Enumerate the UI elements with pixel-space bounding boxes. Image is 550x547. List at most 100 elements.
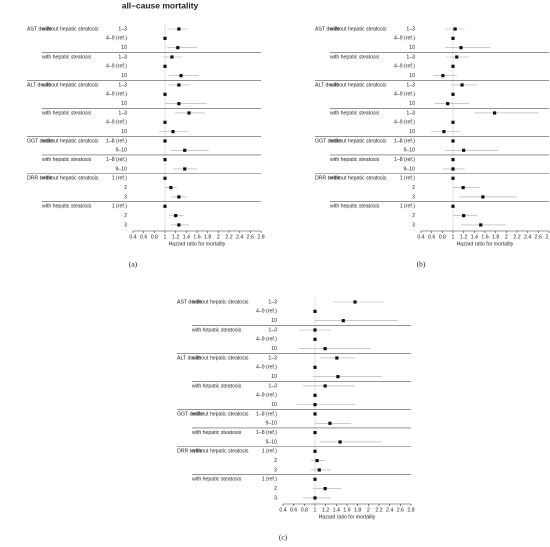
category-label: 1–8 (ref.) — [106, 157, 127, 163]
category-label: 10 — [271, 402, 277, 408]
x-tick-label: 2.6 — [535, 234, 542, 240]
category-label: 1–3 — [118, 54, 127, 60]
subgroup-label: with hepatic steatosis — [42, 157, 92, 163]
estimate-marker — [177, 195, 181, 199]
category-label: 4–9 (ref.) — [256, 337, 277, 343]
estimate-marker — [336, 375, 340, 379]
estimate-marker — [313, 328, 317, 332]
category-label: 9–10 — [403, 166, 415, 172]
category-label: 1–3 — [406, 82, 415, 88]
subgroup-label: without hepatic steatosis — [42, 176, 99, 182]
subgroup-label: without hepatic steatosis — [42, 138, 99, 144]
estimate-marker — [183, 167, 187, 171]
subgroup-label: with hepatic steatosis — [42, 204, 92, 210]
estimate-marker — [462, 148, 466, 152]
category-label: 10 — [121, 129, 127, 135]
subgroup-label: without hepatic steatosis — [192, 299, 249, 305]
subgroup-label: with hepatic steatosis — [330, 110, 380, 116]
x-tick-label: 0.4 — [279, 507, 286, 513]
estimate-marker — [177, 27, 181, 31]
category-label: 10 — [409, 45, 415, 51]
group-label: GGT decile — [315, 138, 341, 144]
subgroup-label: without hepatic steatosis — [42, 26, 99, 32]
category-label: 2 — [274, 458, 277, 464]
category-label: 1–3 — [118, 110, 127, 116]
x-tick-label: 0.6 — [140, 234, 147, 240]
category-label: 4–9 (ref.) — [394, 120, 415, 126]
estimate-marker — [313, 309, 317, 313]
category-label: 10 — [409, 101, 415, 107]
estimate-marker — [317, 468, 321, 472]
x-tick-label: 1.8 — [204, 234, 211, 240]
estimate-marker — [170, 55, 174, 59]
category-label: 1–8 (ref.) — [256, 430, 277, 436]
estimate-marker — [453, 27, 457, 31]
estimate-marker — [163, 64, 167, 68]
x-tick-label: 1.8 — [354, 507, 361, 513]
x-tick-label: 2.6 — [247, 234, 254, 240]
category-label: 10 — [271, 374, 277, 380]
estimate-marker — [313, 496, 317, 500]
subgroup-label: without hepatic steatosis — [42, 82, 99, 88]
estimate-marker — [442, 130, 446, 134]
category-label: 10 — [271, 318, 277, 324]
category-label: 4–9 (ref.) — [106, 120, 127, 126]
x-tick-label: 0.6 — [428, 234, 435, 240]
estimate-marker — [328, 421, 332, 425]
category-label: 2 — [412, 213, 415, 219]
x-tick-label: 1.2 — [172, 234, 179, 240]
x-tick-label: 0.6 — [290, 507, 297, 513]
category-label: 1–8 (ref.) — [394, 157, 415, 163]
group-label: GGT decile — [27, 138, 53, 144]
category-label: 1–8 (ref.) — [106, 138, 127, 144]
estimate-marker — [163, 92, 167, 96]
category-label: 1–3 — [118, 26, 127, 32]
x-tick-label: 1.6 — [193, 234, 200, 240]
chart-title: all–cause mortality — [122, 0, 199, 10]
estimate-marker — [451, 92, 455, 96]
estimate-marker — [455, 55, 459, 59]
estimate-marker — [451, 204, 455, 208]
category-label: 1 (ref.) — [400, 204, 416, 210]
estimate-marker — [313, 477, 317, 481]
subgroup-label: with hepatic steatosis — [192, 430, 242, 436]
caption: (a) — [129, 260, 138, 269]
x-tick-label: 1.6 — [481, 234, 488, 240]
estimate-marker — [451, 176, 455, 180]
estimate-marker — [451, 158, 455, 162]
subgroup-label: without hepatic steatosis — [192, 355, 249, 361]
x-tick-label: 1 — [452, 234, 455, 240]
group-label: DRR tertile — [177, 449, 202, 455]
x-tick-label: 2.8 — [407, 507, 414, 513]
category-label: 9–10 — [115, 166, 127, 172]
category-label: 3 — [412, 222, 415, 228]
estimate-marker — [461, 186, 465, 190]
category-label: 1 (ref.) — [262, 477, 278, 483]
x-axis-label: Hazard ratio for mortality — [169, 241, 226, 247]
subgroup-label: with hepatic steatosis — [330, 204, 380, 210]
category-label: 1 (ref.) — [400, 176, 416, 182]
subgroup-label: without hepatic steatosis — [330, 82, 387, 88]
x-tick-label: 2.4 — [386, 507, 393, 513]
caption: (c) — [279, 533, 288, 542]
estimate-marker — [176, 46, 180, 50]
subgroup-label: with hepatic steatosis — [42, 110, 92, 116]
subgroup-label: with hepatic steatosis — [192, 327, 242, 333]
group-label: GGT decile — [177, 411, 203, 417]
estimate-marker — [313, 412, 317, 416]
x-tick-label: 1.2 — [322, 507, 329, 513]
estimate-marker — [313, 337, 317, 341]
subgroup-label: without hepatic steatosis — [330, 26, 387, 32]
category-label: 9–10 — [265, 439, 277, 445]
category-label: 1–3 — [118, 82, 127, 88]
estimate-marker — [313, 403, 317, 407]
x-tick-label: 1.4 — [183, 234, 190, 240]
x-tick-label: 1.2 — [460, 234, 467, 240]
category-label: 2 — [124, 213, 127, 219]
category-label: 4–9 (ref.) — [256, 309, 277, 315]
group-label: ALT decile — [177, 355, 201, 361]
estimate-marker — [163, 158, 167, 162]
x-axis-label: Hazard ratio for mortality — [319, 514, 376, 520]
subgroup-label: without hepatic steatosis — [330, 138, 387, 144]
